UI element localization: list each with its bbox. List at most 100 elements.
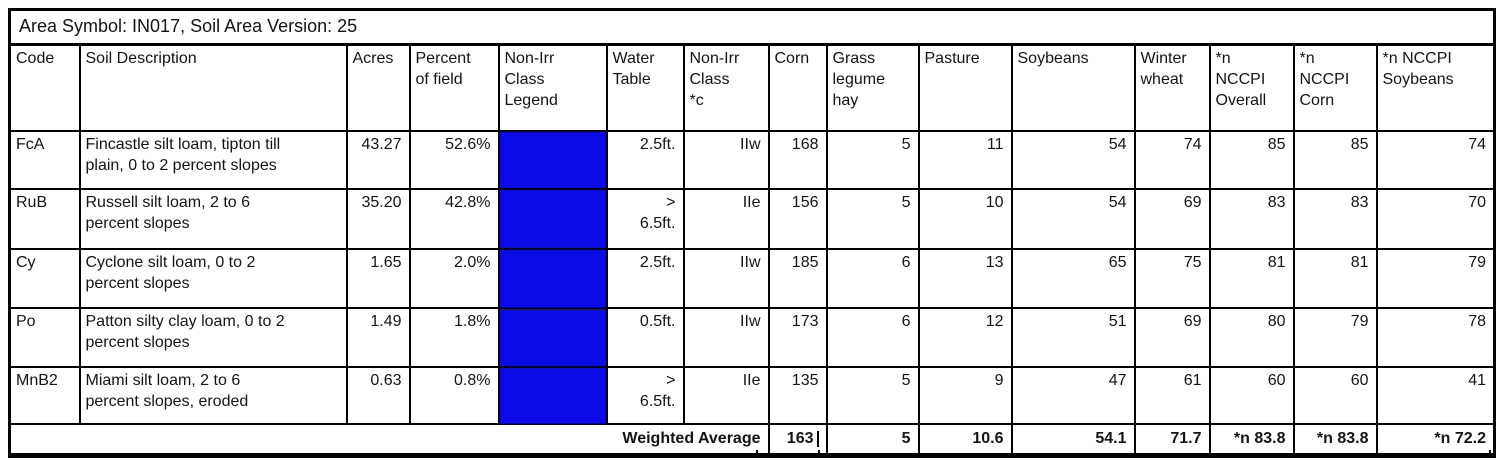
cell-nccpi-corn: 85 [1292,130,1378,190]
cell-percent: 52.6% [408,130,500,190]
cell-water-table: 2.5ft. [605,130,685,190]
cell-nccpi-overall: 80 [1208,307,1295,368]
cell-winter-wheat: 74 [1133,130,1211,190]
cell-nccpi-corn: 79 [1292,307,1378,368]
cell-pasture: 13 [917,248,1013,309]
cell-code: RuB [8,188,81,250]
table-row-rub: RuB Russell silt loam, 2 to 6 percent sl… [8,188,1496,250]
cell-code: FcA [8,130,81,190]
cell-corn: 135 [767,366,828,425]
cell-water-table: 2.5ft. [605,248,685,309]
cell-nccpi-corn: 81 [1292,248,1378,309]
cell-nccpi-overall: 81 [1208,248,1295,309]
col-header-winter-wheat: Winter wheat [1133,43,1211,132]
footer-cell-winter-wheat: 71.7 [1133,423,1211,457]
cell-water-table: > 6.5ft. [605,366,685,425]
footer-cell-soybeans: 54.1 [1010,423,1136,457]
col-header-grass-legume-hay: Grass legume hay [825,43,920,132]
cell-corn: 168 [767,130,828,190]
continuation-tick [1134,450,1136,458]
table-row-fca: FcA Fincastle silt loam, tipton till pla… [8,130,1496,190]
cell-grass-legume-hay: 6 [825,248,920,309]
col-header-non-irr-class-legend: Non-Irr Class Legend [497,43,608,132]
cell-nccpi-soybeans: 78 [1375,307,1496,368]
cell-soil-description: Cyclone silt loam, 0 to 2 percent slopes [78,248,348,309]
weighted-average-label: Weighted Average [8,423,770,457]
cell-pasture: 9 [917,366,1013,425]
continuation-tick [1489,450,1491,458]
footer-cell-nccpi-corn: *n 83.8 [1292,423,1378,457]
cell-nccpi-overall: 60 [1208,366,1295,425]
cell-soybeans: 54 [1010,188,1136,250]
table-row-mnb2: MnB2 Miami silt loam, 2 to 6 percent slo… [8,366,1496,425]
cell-acres: 43.27 [345,130,411,190]
cell-pasture: 12 [917,307,1013,368]
footer-cell-pasture: 10.6 [917,423,1013,457]
col-header-soybeans: Soybeans [1010,43,1136,132]
cell-percent: 0.8% [408,366,500,425]
cell-pasture: 10 [917,188,1013,250]
cell-corn: 173 [767,307,828,368]
cell-nccpi-soybeans: 79 [1375,248,1496,309]
col-header-acres: Acres [345,43,411,132]
cell-non-irr-class: IIw [682,248,770,309]
cell-grass-legume-hay: 5 [825,130,920,190]
cell-acres: 1.65 [345,248,411,309]
cell-water-table: 0.5ft. [605,307,685,368]
legend-color-swatch [497,248,608,309]
cell-winter-wheat: 69 [1133,307,1211,368]
col-header-code: Code [8,43,81,132]
cell-winter-wheat: 69 [1133,188,1211,250]
cell-nccpi-soybeans: 74 [1375,130,1496,190]
cell-soybeans: 65 [1010,248,1136,309]
column-header-row: Code Soil Description Acres Percent of f… [8,43,1496,132]
continuation-tick [1376,450,1378,458]
cell-acres: 35.20 [345,188,411,250]
legend-color-swatch [497,307,608,368]
cell-soybeans: 51 [1010,307,1136,368]
table-title: Area Symbol: IN017, Soil Area Version: 2… [8,8,1496,46]
cell-pasture: 11 [917,130,1013,190]
footer-cell-nccpi-overall: *n 83.8 [1208,423,1295,457]
cell-soybeans: 54 [1010,130,1136,190]
footer-cell-grass-legume-hay: 5 [825,423,920,457]
cell-acres: 1.49 [345,307,411,368]
cell-nccpi-corn: 83 [1292,188,1378,250]
col-header-nccpi-soybeans: *n NCCPI Soybeans [1375,43,1496,132]
cell-soil-description: Miami silt loam, 2 to 6 percent slopes, … [78,366,348,425]
cell-winter-wheat: 61 [1133,366,1211,425]
continuation-tick [768,450,770,458]
continuation-tick [1209,450,1211,458]
cell-soil-description: Russell silt loam, 2 to 6 percent slopes [78,188,348,250]
footer-corn-value: 163 [786,430,814,447]
col-header-pasture: Pasture [917,43,1013,132]
weighted-average-row: Weighted Average 163 5 10.6 54.1 71.7 *n… [8,423,1496,457]
continuation-tick [1293,450,1295,458]
cell-code: Cy [8,248,81,309]
col-header-soil-description: Soil Description [78,43,348,132]
cell-nccpi-soybeans: 41 [1375,366,1496,425]
footer-cell-nccpi-soybeans: *n 72.2 [1375,423,1496,457]
continuation-tick [818,450,820,458]
cell-nccpi-overall: 83 [1208,188,1295,250]
continuation-tick [1011,450,1013,458]
col-header-nccpi-overall: *n NCCPI Overall [1208,43,1295,132]
continuation-tick [918,450,920,458]
cell-nccpi-overall: 85 [1208,130,1295,190]
legend-color-swatch [497,130,608,190]
cell-winter-wheat: 75 [1133,248,1211,309]
cell-corn: 185 [767,248,828,309]
continuation-tick [826,450,828,458]
cell-nccpi-corn: 60 [1292,366,1378,425]
footer-cell-corn[interactable]: 163 [767,423,828,457]
col-header-water-table: Water Table [605,43,685,132]
cell-soil-description: Patton silty clay loam, 0 to 2 percent s… [78,307,348,368]
col-header-percent-of-field: Percent of field [408,43,500,132]
cell-non-irr-class: IIe [682,188,770,250]
col-header-nccpi-corn: *n NCCPI Corn [1292,43,1378,132]
col-header-non-irr-class-c: Non-Irr Class *c [682,43,770,132]
cell-nccpi-soybeans: 70 [1375,188,1496,250]
cell-non-irr-class: IIw [682,307,770,368]
soil-area-table: Area Symbol: IN017, Soil Area Version: 2… [8,8,1496,458]
